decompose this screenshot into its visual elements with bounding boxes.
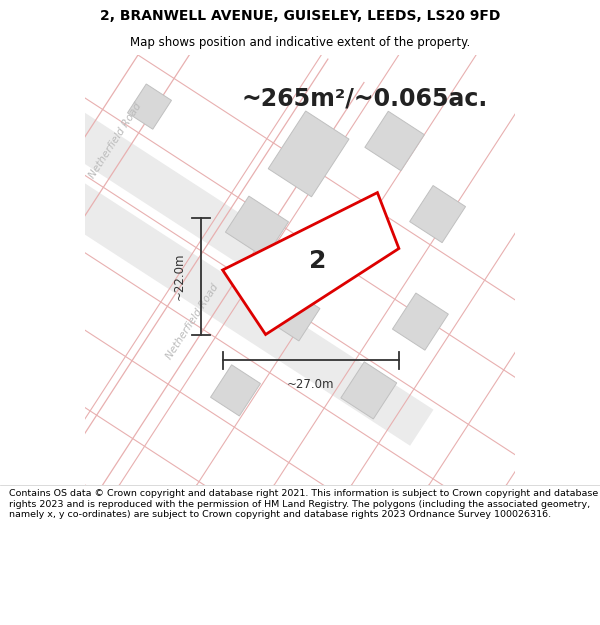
Text: ~265m²/~0.065ac.: ~265m²/~0.065ac. [241,86,488,110]
Polygon shape [0,0,330,308]
Text: Contains OS data © Crown copyright and database right 2021. This information is : Contains OS data © Crown copyright and d… [9,489,598,519]
Polygon shape [128,84,172,129]
Polygon shape [341,362,397,419]
Polygon shape [365,111,424,171]
Text: Map shows position and indicative extent of the property.: Map shows position and indicative extent… [130,36,470,49]
Text: ~22.0m: ~22.0m [173,253,186,300]
Text: Netherfield Road: Netherfield Road [164,282,221,361]
Text: Netherfield Road: Netherfield Road [87,101,143,181]
Polygon shape [211,365,260,416]
Text: 2, BRANWELL AVENUE, GUISELEY, LEEDS, LS20 9FD: 2, BRANWELL AVENUE, GUISELEY, LEEDS, LS2… [100,9,500,24]
Polygon shape [392,293,448,350]
Polygon shape [263,285,320,341]
Polygon shape [268,111,349,197]
Polygon shape [223,192,399,334]
Polygon shape [0,129,433,446]
Polygon shape [226,196,289,258]
Text: ~27.0m: ~27.0m [287,378,335,391]
Text: 2: 2 [308,249,326,273]
Polygon shape [410,186,466,242]
